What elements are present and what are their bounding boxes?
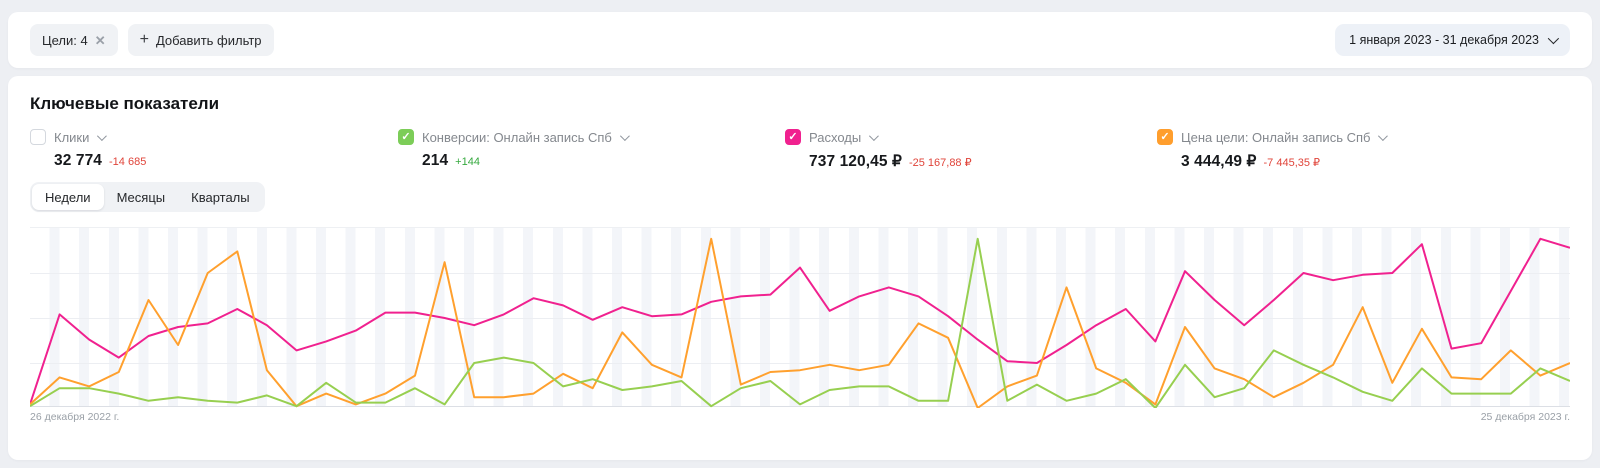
- granularity-tabs: Недели Месяцы Кварталы: [30, 182, 265, 212]
- metric-value: 32 774: [54, 152, 103, 169]
- page-title: Ключевые показатели: [30, 94, 220, 113]
- metric-delta-3: -7 445,35 ₽: [1263, 157, 1321, 169]
- metric-goal-cost: Цена цели: Онлайн запись Спб 3 444,49 ₽ …: [1157, 128, 1487, 171]
- chevron-down-icon: [1547, 32, 1560, 45]
- key-metrics-panel: Ключевые показатели Клики 32 774 -14 685…: [8, 76, 1592, 460]
- metric-clicks: Клики 32 774 -14 685: [30, 128, 360, 170]
- metric-checkbox-3[interactable]: [1157, 129, 1173, 145]
- x-axis-end-label: 25 декабря 2023 г.: [1480, 411, 1570, 423]
- tab-months[interactable]: Месяцы: [116, 189, 166, 205]
- metric-conversions: Конверсии: Онлайн запись Спб 214 +144: [398, 128, 728, 170]
- close-icon[interactable]: ✕: [94, 32, 106, 48]
- gridline: [30, 273, 1570, 274]
- chevron-down-icon[interactable]: [869, 130, 880, 141]
- gridline: [30, 363, 1570, 364]
- chevron-down-icon[interactable]: [1378, 130, 1389, 141]
- metric-value: 214: [422, 152, 449, 169]
- date-range-label: 1 января 2023 - 31 декабря 2023: [1349, 33, 1539, 47]
- chevron-down-icon[interactable]: [619, 130, 630, 141]
- metric-checkbox-1[interactable]: [398, 129, 414, 145]
- metric-label[interactable]: Расходы: [809, 129, 862, 145]
- metric-value: 737 120,45 ₽: [809, 153, 902, 170]
- metrics-chart: 26 декабря 2022 г. 25 декабря 2023 г.: [30, 227, 1570, 423]
- metric-label[interactable]: Конверсии: Онлайн запись Спб: [422, 129, 612, 145]
- chevron-down-icon[interactable]: [97, 130, 108, 141]
- metric-checkbox-0[interactable]: [30, 129, 46, 145]
- metric-label[interactable]: Цена цели: Онлайн запись Спб: [1181, 129, 1371, 145]
- goals-filter-chip[interactable]: Цели: 4 ✕: [30, 24, 118, 56]
- plus-icon: +: [139, 31, 149, 48]
- metric-checkbox-2[interactable]: [785, 129, 801, 145]
- gridline: [30, 318, 1570, 319]
- chart-svg: [30, 228, 1570, 408]
- metric-costs: Расходы 737 120,45 ₽ -25 167,88 ₽: [785, 128, 1115, 171]
- add-filter-button[interactable]: + Добавить фильтр: [127, 24, 274, 56]
- x-axis-start-label: 26 декабря 2022 г.: [30, 411, 120, 423]
- metric-delta-1: +144: [455, 156, 480, 168]
- metric-value: 3 444,49 ₽: [1181, 153, 1257, 170]
- metric-delta-2: -25 167,88 ₽: [908, 157, 972, 169]
- tab-quarters[interactable]: Кварталы: [191, 189, 250, 205]
- goals-filter-label: Цели: 4: [42, 32, 88, 48]
- chart-plot-area[interactable]: [30, 227, 1570, 407]
- add-filter-label: Добавить фильтр: [155, 32, 262, 48]
- tab-weeks[interactable]: Недели: [32, 184, 104, 210]
- date-range-picker[interactable]: 1 января 2023 - 31 декабря 2023: [1335, 24, 1570, 56]
- filter-bar: Цели: 4 ✕ + Добавить фильтр 1 января 202…: [8, 12, 1592, 68]
- x-axis: 26 декабря 2022 г. 25 декабря 2023 г.: [30, 411, 1570, 423]
- metric-label[interactable]: Клики: [54, 129, 90, 145]
- metric-delta-0: -14 685: [109, 156, 147, 168]
